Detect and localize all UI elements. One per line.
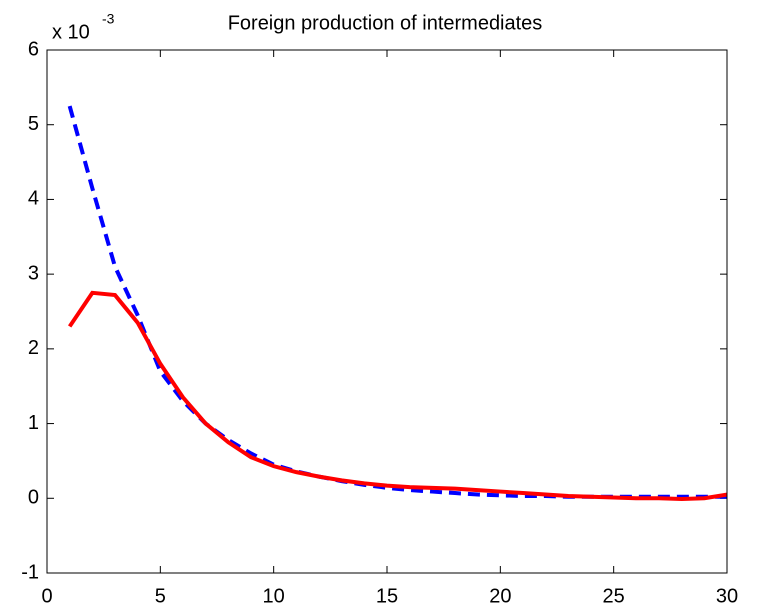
y-tick-label: 6 — [28, 38, 39, 60]
series-line — [67, 105, 727, 499]
y-tick-label: 3 — [28, 262, 39, 284]
y-multiplier-exponent: -3 — [102, 11, 115, 27]
y-tick-label: 4 — [28, 188, 39, 210]
y-tick-label: -1 — [21, 561, 39, 583]
series-line — [68, 290, 727, 502]
y-tick-label: 2 — [28, 337, 39, 359]
x-tick-label: 15 — [376, 585, 398, 607]
y-tick-label: 1 — [28, 412, 39, 434]
x-tick-label: 0 — [41, 585, 52, 607]
y-tick-label: 0 — [28, 487, 39, 509]
x-tick-label: 20 — [489, 585, 511, 607]
x-tick-label: 10 — [263, 585, 285, 607]
y-multiplier: x 10 — [52, 21, 90, 43]
plot-area — [47, 50, 727, 573]
x-tick-label: 25 — [603, 585, 625, 607]
chart-title: Foreign production of intermediates — [228, 12, 543, 34]
x-tick-label: 30 — [716, 585, 738, 607]
axes-box — [46, 49, 728, 574]
x-tick-label: 5 — [155, 585, 166, 607]
y-tick-label: 5 — [28, 113, 39, 135]
